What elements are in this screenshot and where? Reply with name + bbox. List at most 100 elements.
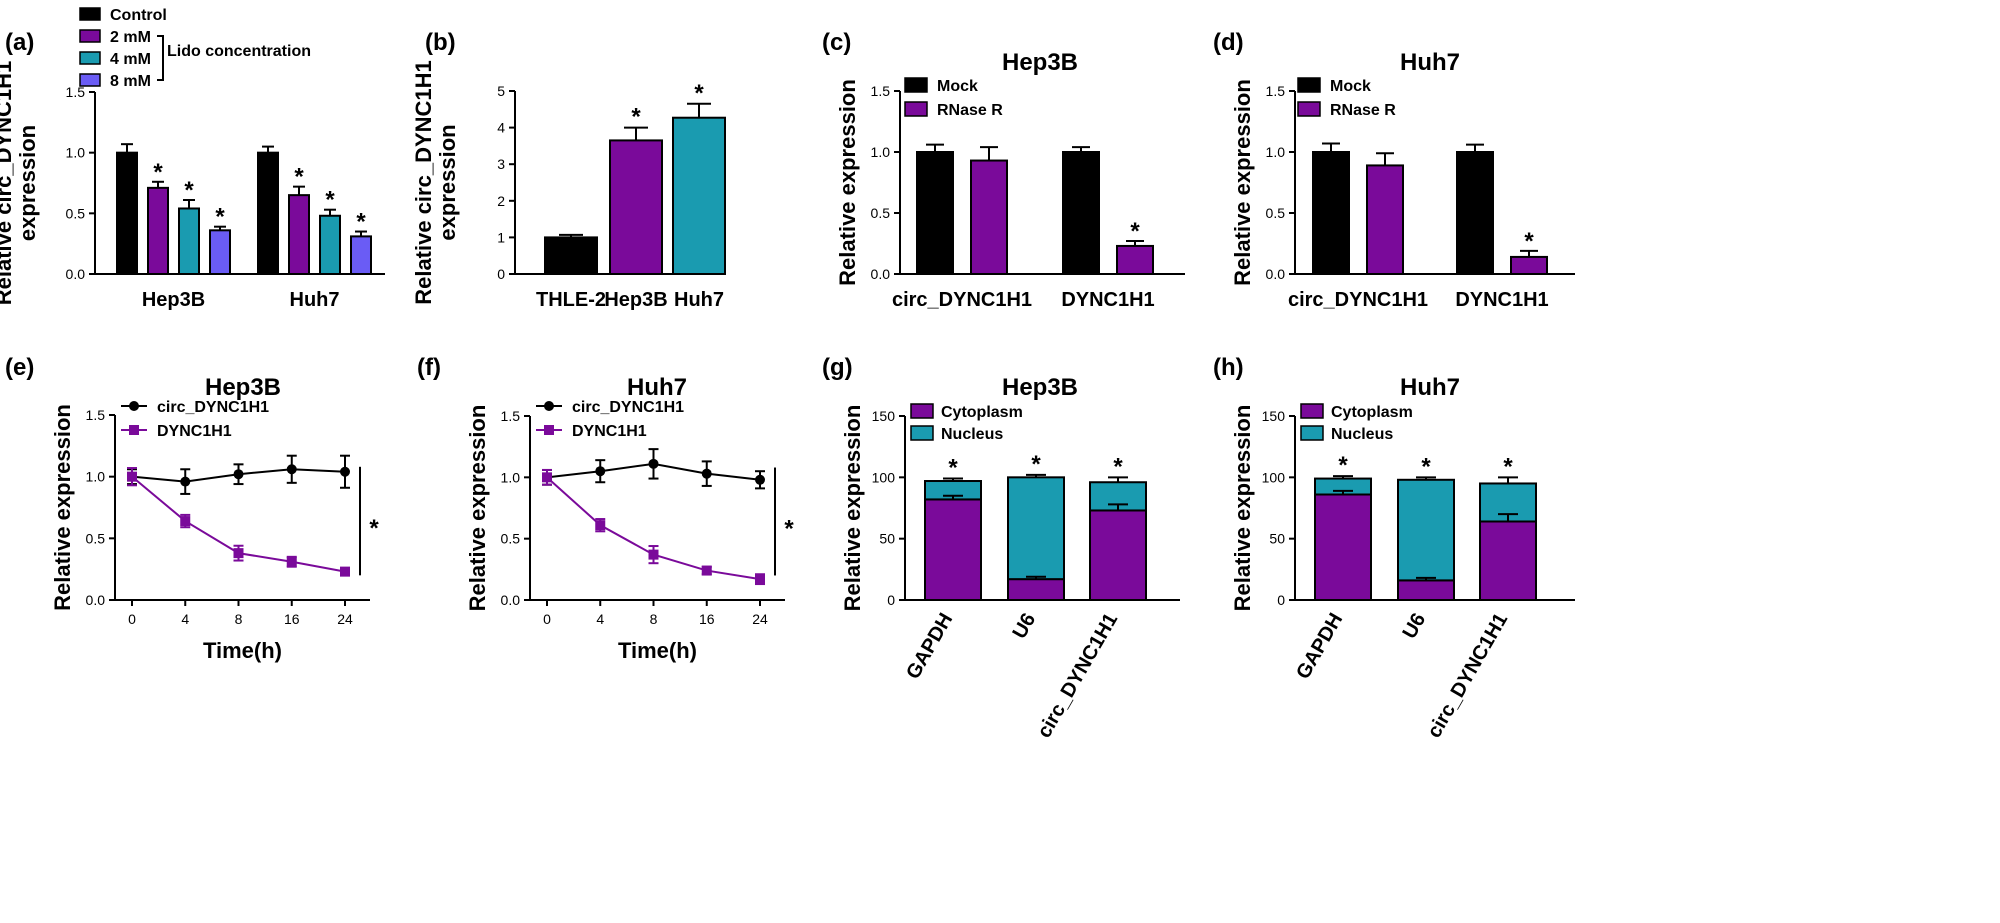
panel-title: Hep3B bbox=[1002, 49, 1078, 76]
panel-c: 0.0 0.5 1.0 1.5 (c) Hep3B Relative expression c… bbox=[822, 29, 1185, 311]
significance-star: * bbox=[948, 455, 958, 482]
bar bbox=[1116, 244, 1154, 276]
bar bbox=[1456, 151, 1494, 275]
legend-label: Mock bbox=[1330, 78, 1371, 95]
bar-cytoplasm bbox=[1089, 509, 1147, 602]
legend-swatch bbox=[1300, 425, 1324, 441]
bar bbox=[116, 151, 138, 276]
y-tick-label: 100 bbox=[872, 469, 896, 485]
legend-marker bbox=[544, 401, 554, 411]
legend-swatch bbox=[1297, 77, 1321, 93]
y-tick-label: 0.5 bbox=[66, 205, 86, 221]
x-tick-label: 0 bbox=[543, 611, 551, 627]
y-tick-label: 5 bbox=[497, 83, 505, 99]
y-tick-label: 0 bbox=[497, 266, 505, 282]
y-axis-label: Relative expression bbox=[465, 405, 490, 612]
panel-label: (c) bbox=[822, 29, 851, 56]
y-tick-label: 1.5 bbox=[66, 84, 86, 100]
legend: circ_DYNC1H1 DYNC1H1 bbox=[536, 399, 684, 440]
legend-label: 2 mM bbox=[110, 29, 151, 46]
legend-note: Lido concentration bbox=[167, 43, 311, 60]
y-tick-label: 1.5 bbox=[501, 408, 521, 424]
y-axis-label: Relative circ_DYNC1H1 bbox=[0, 61, 16, 306]
legend-label: 8 mM bbox=[110, 73, 151, 90]
y-axis-label: expression bbox=[15, 125, 40, 241]
legend: Mock RNase R bbox=[904, 77, 1003, 119]
series-DYNC1H1 bbox=[127, 467, 350, 577]
panel-label: (h) bbox=[1213, 354, 1244, 381]
series-DYNC1H1 bbox=[542, 468, 765, 586]
data-point bbox=[542, 472, 552, 483]
y-axis-label: Relative expression bbox=[1230, 405, 1255, 612]
x-category-label: Hep3B bbox=[142, 289, 205, 311]
y-tick-label: 1.5 bbox=[1266, 83, 1286, 99]
data-point bbox=[340, 466, 350, 477]
legend-swatch bbox=[904, 77, 928, 93]
x-tick-label: 0 bbox=[128, 611, 136, 627]
significance-star: * bbox=[356, 209, 366, 236]
legend-marker bbox=[544, 425, 554, 435]
panel-e: 0.0 0.5 1.0 1.5 (e) Hep3B Relative expression T… bbox=[5, 354, 379, 663]
legend-bracket bbox=[157, 35, 164, 81]
legend-label: RNase R bbox=[1330, 102, 1396, 119]
bar bbox=[209, 229, 231, 276]
y-axis-label: Relative expression bbox=[1230, 79, 1255, 286]
significance-star: * bbox=[1113, 453, 1123, 480]
x-category-label: GAPDH bbox=[1292, 610, 1347, 684]
panel-f: 0.0 0.5 1.0 1.5 (f) Huh7 Relative expression Ti… bbox=[417, 354, 794, 663]
y-tick-label: 0.5 bbox=[86, 530, 106, 546]
legend-swatch bbox=[79, 51, 101, 65]
significance-star: * bbox=[694, 80, 704, 107]
y-tick-label: 2 bbox=[497, 193, 505, 209]
legend-label: circ_DYNC1H1 bbox=[157, 399, 269, 416]
panel-title: Huh7 bbox=[1400, 49, 1460, 76]
y-tick-label: 1.0 bbox=[66, 145, 86, 161]
significance-star: * bbox=[325, 187, 335, 214]
x-tick-label: 24 bbox=[752, 611, 768, 627]
panel-label: (g) bbox=[822, 354, 853, 381]
bar bbox=[970, 159, 1008, 275]
x-category-label: U6 bbox=[1008, 610, 1040, 643]
bar bbox=[288, 194, 310, 275]
x-axis-label: Time(h) bbox=[203, 638, 282, 663]
panel-title: Huh7 bbox=[627, 374, 687, 401]
legend-label: RNase R bbox=[937, 102, 1003, 119]
x-category-label: DYNC1H1 bbox=[1455, 289, 1548, 311]
bar-cytoplasm bbox=[924, 498, 982, 601]
x-category-label: circ_DYNC1H1 bbox=[1288, 289, 1428, 311]
y-axis-label: Relative circ_DYNC1H1 bbox=[411, 60, 436, 305]
bar-cytoplasm bbox=[1314, 493, 1372, 601]
panel-title: Hep3B bbox=[1002, 374, 1078, 401]
y-axis-label: Relative expression bbox=[840, 405, 865, 612]
bar-cytoplasm bbox=[1007, 578, 1065, 601]
y-tick-label: 0.5 bbox=[501, 531, 521, 547]
legend: Cytoplasm Nucleus bbox=[910, 403, 1023, 443]
bar bbox=[257, 151, 279, 276]
data-point bbox=[233, 469, 244, 480]
y-axis-label: Relative expression bbox=[50, 404, 75, 611]
data-point bbox=[595, 520, 606, 531]
data-point bbox=[180, 476, 191, 487]
panel-g: 0 50 100 150 (g) Hep3B Relative expression * GAP… bbox=[822, 354, 1180, 742]
x-category-label: GAPDH bbox=[902, 610, 957, 684]
y-tick-label: 50 bbox=[879, 531, 895, 547]
legend-label: circ_DYNC1H1 bbox=[572, 399, 684, 416]
data-point bbox=[755, 474, 765, 485]
legend-swatch bbox=[904, 101, 928, 117]
legend-label: Cytoplasm bbox=[941, 404, 1023, 421]
y-tick-label: 0.5 bbox=[871, 205, 891, 221]
legend-label: Mock bbox=[937, 78, 978, 95]
legend: circ_DYNC1H1 DYNC1H1 bbox=[121, 399, 269, 440]
panel-title: Huh7 bbox=[1400, 374, 1460, 401]
x-tick-label: 4 bbox=[596, 611, 604, 627]
legend-swatch bbox=[79, 73, 101, 87]
panel-label: (e) bbox=[5, 354, 34, 381]
y-tick-label: 100 bbox=[1262, 469, 1286, 485]
panel-label: (d) bbox=[1213, 29, 1244, 56]
data-point bbox=[286, 464, 297, 475]
y-tick-label: 150 bbox=[872, 408, 896, 424]
legend-marker bbox=[129, 425, 139, 435]
x-tick-label: 8 bbox=[235, 611, 243, 627]
x-tick-label: 4 bbox=[181, 611, 189, 627]
